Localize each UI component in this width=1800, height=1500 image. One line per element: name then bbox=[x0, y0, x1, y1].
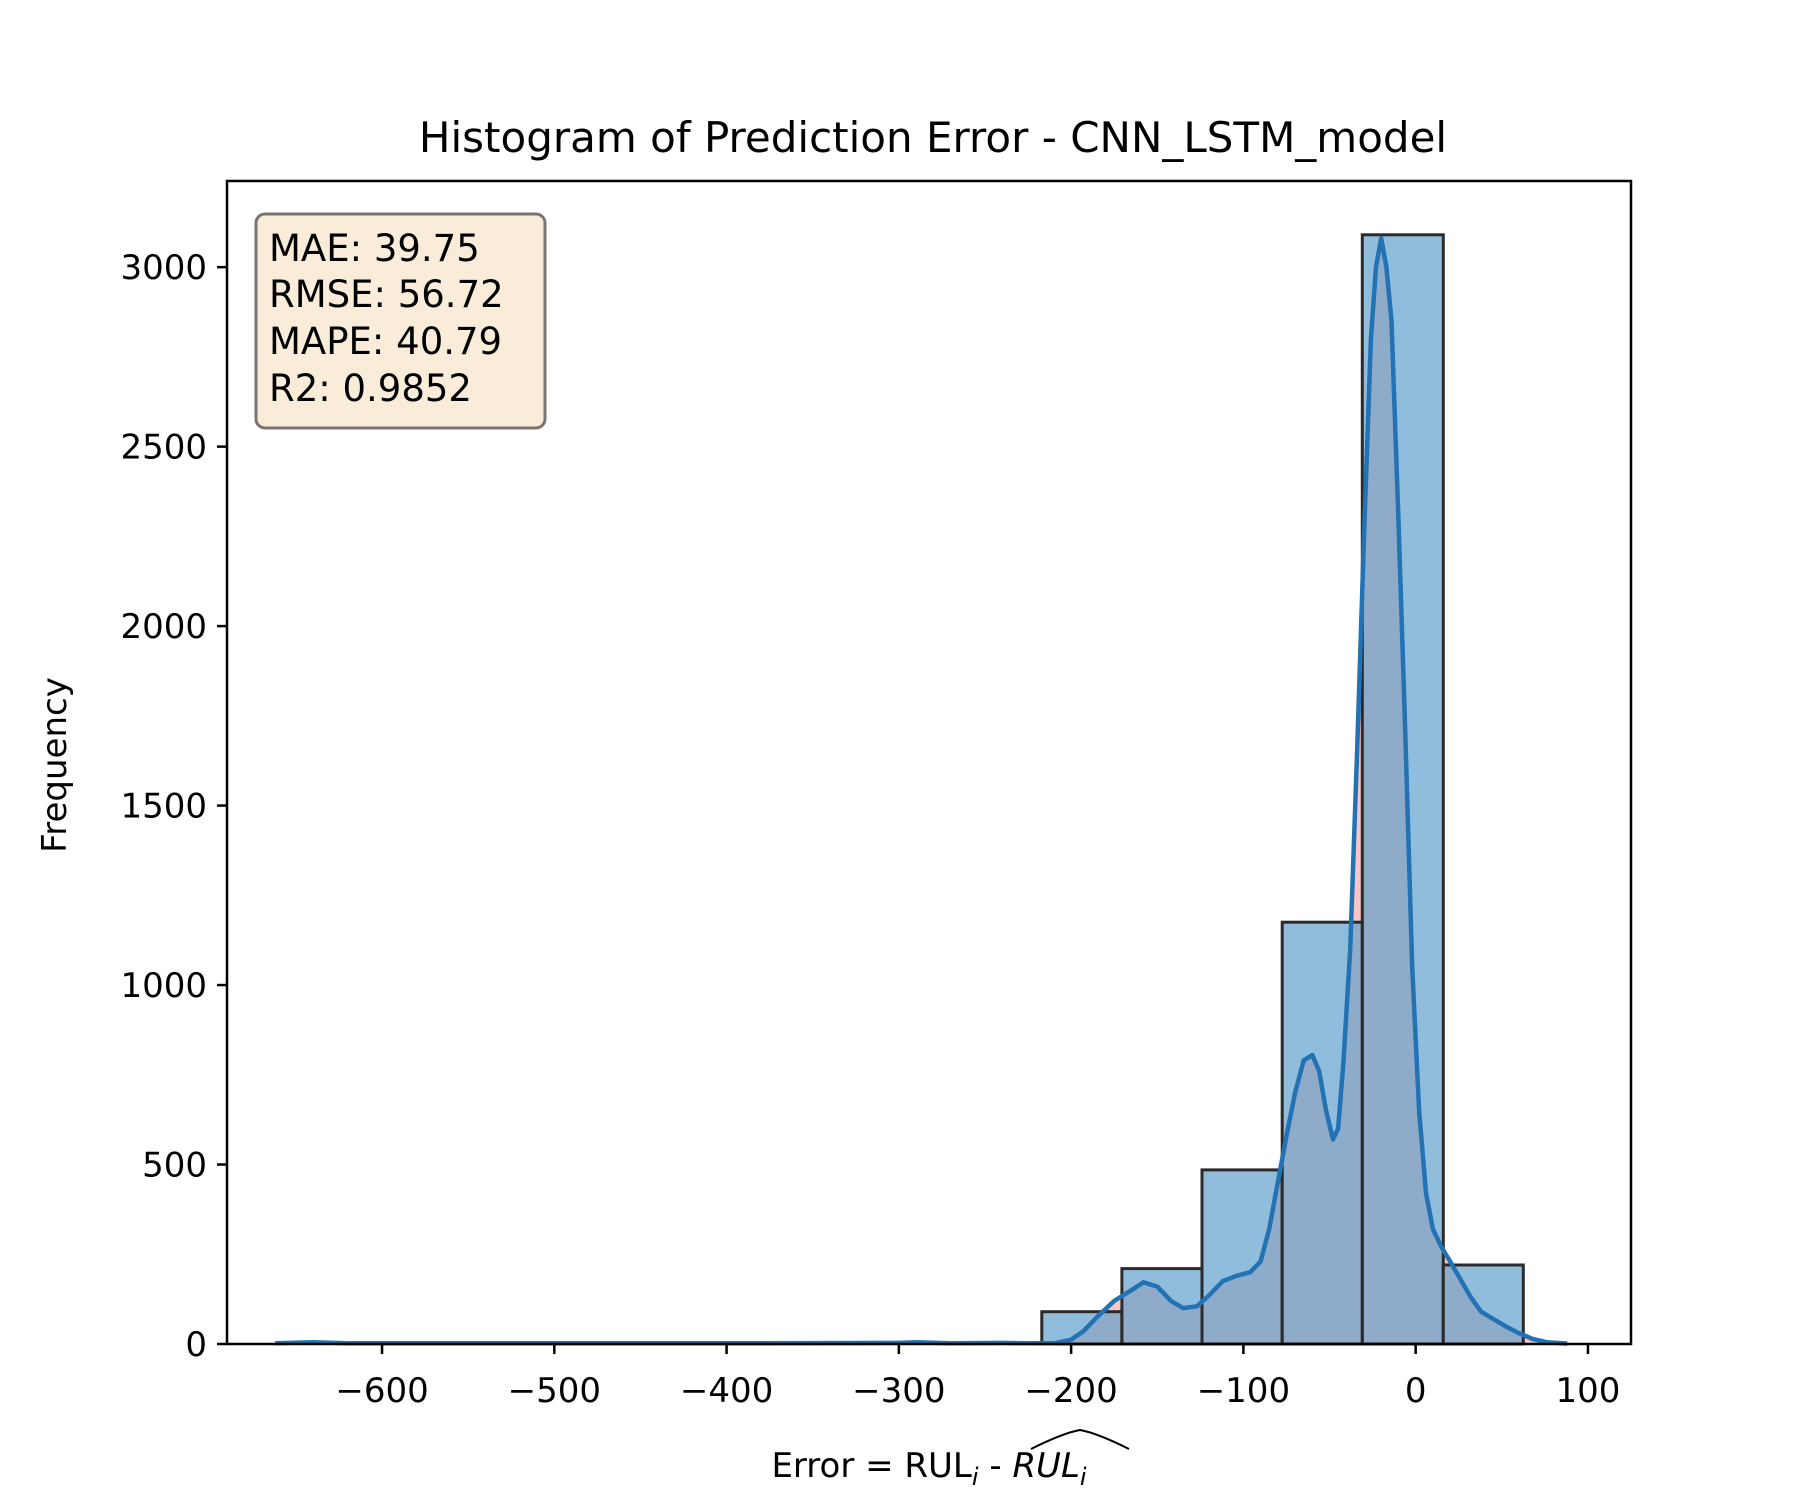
stats-box-background bbox=[254, 212, 547, 430]
y-tick-label: 1000 bbox=[120, 966, 207, 1006]
x-axis-label-hat bbox=[1030, 1428, 1130, 1450]
x-axis-label-separator: - bbox=[979, 1446, 1013, 1486]
y-axis-label: Frequency bbox=[35, 677, 75, 853]
x-tick-label: 100 bbox=[1555, 1371, 1620, 1411]
y-tick-label: 2000 bbox=[120, 607, 207, 647]
x-tick-label: −100 bbox=[1197, 1371, 1290, 1411]
y-tick-label: 1500 bbox=[120, 787, 207, 827]
x-axis-label-subscript-2: i bbox=[1080, 1463, 1087, 1491]
x-axis-label-subscript-1: i bbox=[972, 1463, 979, 1491]
histogram-bars bbox=[1040, 233, 1525, 1346]
y-tick-label: 2500 bbox=[120, 428, 207, 468]
x-tick-label: −400 bbox=[680, 1371, 773, 1411]
x-axis-ticks: −600 −500 −400 −300 −200 −100 0 100 bbox=[335, 1344, 1620, 1411]
stats-r2: R2: 0.9852 bbox=[269, 367, 472, 410]
x-tick-label: 0 bbox=[1405, 1371, 1427, 1411]
histogram-bar-3 bbox=[1200, 1168, 1284, 1346]
plot-frame bbox=[225, 179, 1633, 1346]
kde-line-layer bbox=[275, 236, 1568, 1346]
stats-box: MAE: 39.75 RMSE: 56.72 MAPE: 40.79 R2: 0… bbox=[254, 212, 547, 430]
x-tick-label: −600 bbox=[335, 1371, 428, 1411]
x-tick-label: −200 bbox=[1024, 1371, 1117, 1411]
stats-mae: MAE: 39.75 bbox=[269, 227, 480, 270]
x-axis-label: Error = RULi - RULi bbox=[771, 1446, 1086, 1491]
y-tick-label: 3000 bbox=[120, 248, 207, 288]
histogram-bar-4 bbox=[1280, 920, 1364, 1346]
chart-title: Histogram of Prediction Error - CNN_LSTM… bbox=[419, 113, 1447, 162]
histogram-bar-6 bbox=[1441, 1263, 1525, 1346]
y-tick-label: 500 bbox=[142, 1146, 207, 1186]
kde-curve bbox=[275, 236, 1568, 1346]
histogram-bar-1 bbox=[1040, 1310, 1124, 1346]
y-axis-ticks: 0 500 1000 1500 2000 2500 3000 bbox=[120, 248, 227, 1365]
x-axis-label-prefix: Error = RUL bbox=[771, 1446, 971, 1486]
y-tick-label: 0 bbox=[185, 1325, 207, 1365]
stats-mape: MAPE: 40.79 bbox=[269, 320, 502, 363]
x-tick-label: −300 bbox=[852, 1371, 945, 1411]
x-tick-label: −500 bbox=[508, 1371, 601, 1411]
x-axis-label-hat-term: RUL bbox=[1012, 1446, 1079, 1486]
stats-rmse: RMSE: 56.72 bbox=[269, 273, 504, 316]
histogram-bar-5 bbox=[1360, 233, 1445, 1346]
